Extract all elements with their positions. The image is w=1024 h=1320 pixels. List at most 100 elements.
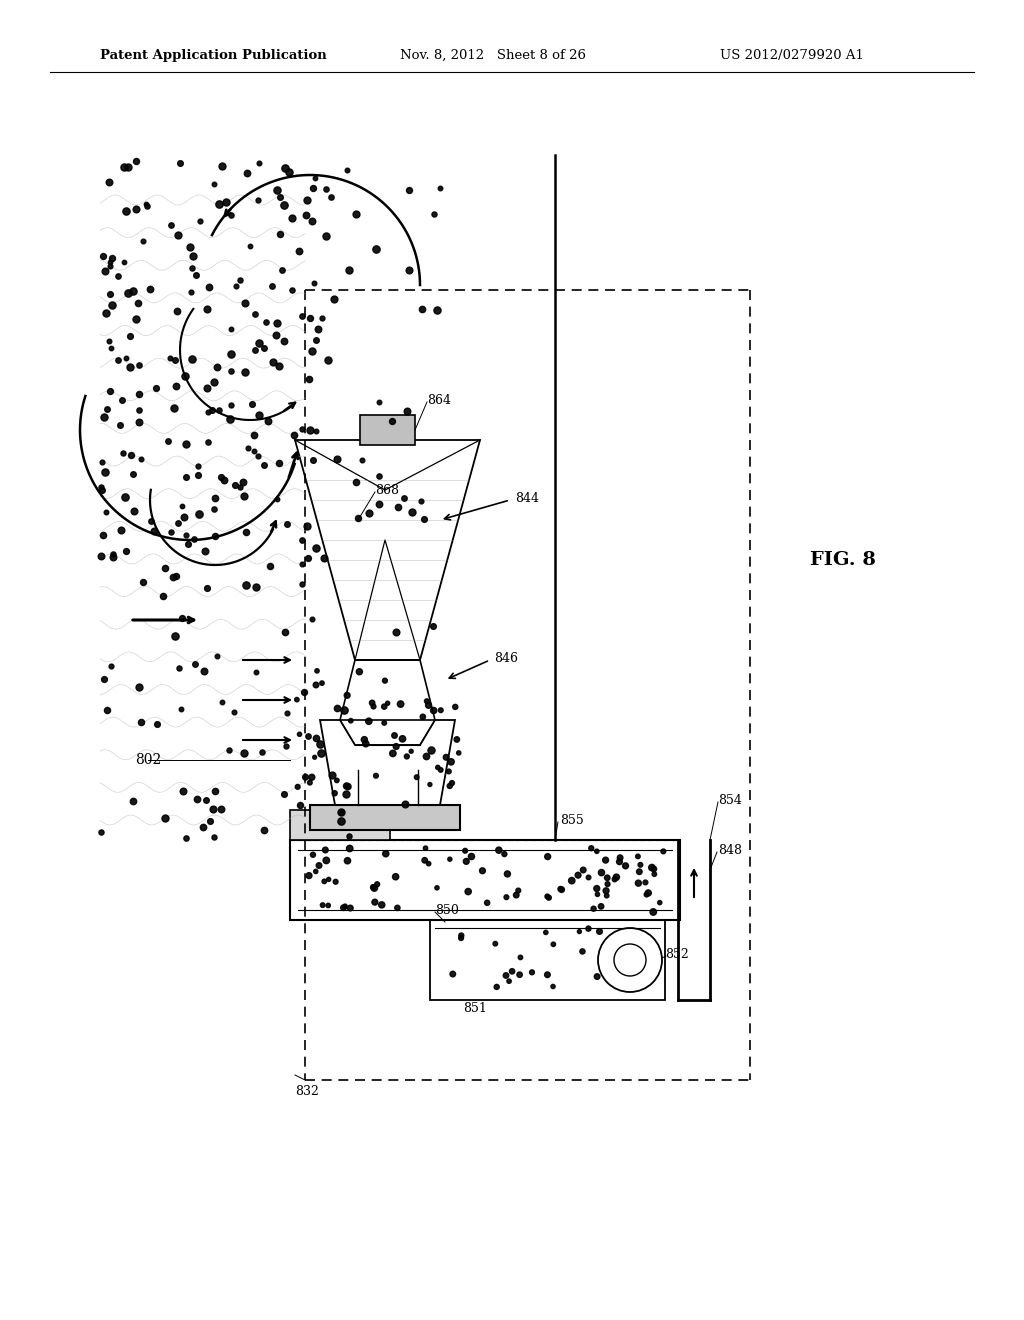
Point <box>304 341 321 362</box>
Point <box>312 733 329 754</box>
Point <box>178 466 195 487</box>
Point <box>176 366 193 387</box>
Point <box>598 886 614 907</box>
Point <box>441 775 458 796</box>
Point <box>430 756 446 777</box>
Point <box>392 693 409 714</box>
Point <box>395 487 412 508</box>
Point <box>385 723 401 744</box>
Point <box>315 548 332 569</box>
Point <box>171 657 187 678</box>
Point <box>318 226 335 247</box>
Point <box>589 884 605 906</box>
Point <box>553 879 569 900</box>
Point <box>356 729 373 750</box>
Point <box>451 742 467 763</box>
Point <box>227 474 244 495</box>
Point <box>420 694 436 715</box>
Point <box>501 970 517 991</box>
Point <box>116 156 132 177</box>
Point <box>128 150 144 172</box>
Point <box>606 869 623 890</box>
Point <box>423 739 439 760</box>
Point <box>333 801 349 822</box>
Point <box>128 309 144 330</box>
Point <box>100 331 117 352</box>
Point <box>387 866 403 887</box>
Text: 852: 852 <box>665 949 689 961</box>
Point <box>296 682 312 704</box>
Text: 850: 850 <box>435 903 459 916</box>
Point <box>251 404 267 425</box>
Point <box>329 770 345 791</box>
Point <box>200 401 216 422</box>
Point <box>214 692 230 713</box>
Point <box>645 902 662 923</box>
Point <box>599 874 615 895</box>
Point <box>236 743 252 764</box>
Point <box>93 477 110 498</box>
Point <box>244 393 260 414</box>
Point <box>199 378 215 399</box>
Point <box>372 392 388 413</box>
Point <box>170 513 186 535</box>
Point <box>335 898 351 919</box>
Point <box>589 966 605 987</box>
Point <box>304 450 321 471</box>
Text: 848: 848 <box>718 843 742 857</box>
Point <box>135 572 152 593</box>
Point <box>574 941 591 962</box>
Point <box>118 541 134 562</box>
Point <box>286 425 302 446</box>
Point <box>311 855 328 876</box>
Text: 868: 868 <box>375 483 399 496</box>
Point <box>294 574 310 595</box>
Point <box>339 685 355 706</box>
Point <box>328 871 344 892</box>
Point <box>97 462 114 483</box>
Point <box>545 975 561 997</box>
Text: Patent Application Publication: Patent Application Publication <box>100 49 327 62</box>
Point <box>200 432 216 453</box>
Point <box>394 729 411 750</box>
Point <box>155 586 171 607</box>
Point <box>128 198 144 219</box>
Point <box>617 855 634 876</box>
Point <box>380 693 396 714</box>
Point <box>425 615 441 636</box>
Point <box>417 850 433 871</box>
Point <box>333 801 349 822</box>
Point <box>449 729 465 750</box>
Point <box>308 421 325 442</box>
Point <box>321 895 337 916</box>
Point <box>234 471 251 492</box>
Bar <box>430 920 665 1001</box>
Point <box>120 282 136 304</box>
Point <box>167 626 183 647</box>
Point <box>300 726 316 747</box>
Point <box>422 774 438 795</box>
Point <box>179 533 196 554</box>
Point <box>132 449 148 470</box>
Point <box>302 308 318 329</box>
Point <box>93 451 110 473</box>
Point <box>463 846 479 867</box>
Point <box>167 375 183 396</box>
Point <box>376 713 392 734</box>
Point <box>342 898 358 919</box>
Point <box>193 211 209 232</box>
Point <box>429 878 445 899</box>
Point <box>638 884 654 906</box>
Point <box>269 180 286 201</box>
Point <box>130 383 146 404</box>
Point <box>487 933 504 954</box>
Point <box>207 780 223 801</box>
Point <box>93 821 110 842</box>
Point <box>166 397 182 418</box>
Point <box>105 544 122 565</box>
Point <box>571 921 588 942</box>
Point <box>162 347 178 368</box>
Point <box>211 194 227 215</box>
Point <box>137 194 154 215</box>
Point <box>414 298 430 319</box>
